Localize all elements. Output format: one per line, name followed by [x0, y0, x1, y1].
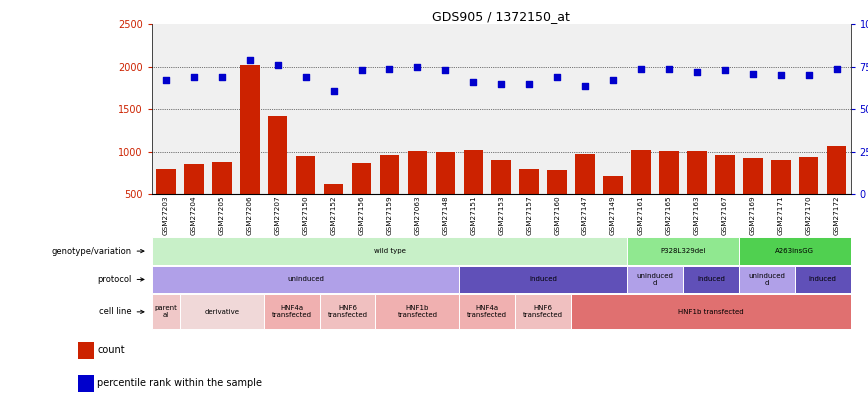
- Bar: [436, 152, 455, 194]
- Bar: [659, 151, 679, 194]
- Bar: [571, 294, 851, 329]
- Point: [438, 67, 452, 73]
- Bar: [739, 237, 851, 265]
- Bar: [376, 294, 459, 329]
- Bar: [795, 266, 851, 293]
- Bar: [264, 294, 319, 329]
- Bar: [459, 294, 516, 329]
- Bar: [627, 237, 739, 265]
- Bar: [631, 150, 651, 194]
- Text: genotype/variation: genotype/variation: [51, 247, 131, 256]
- Text: uninduced: uninduced: [287, 277, 324, 282]
- Point: [466, 79, 480, 85]
- Point: [187, 74, 201, 80]
- Text: HNF1b transfected: HNF1b transfected: [678, 309, 744, 315]
- Bar: [575, 153, 595, 194]
- Point: [690, 69, 704, 75]
- Point: [606, 77, 620, 84]
- Text: HNF4a
transfected: HNF4a transfected: [467, 305, 507, 318]
- Point: [299, 74, 312, 80]
- Text: count: count: [97, 345, 125, 355]
- Bar: [408, 151, 427, 194]
- Bar: [296, 156, 315, 194]
- Point: [802, 72, 816, 79]
- Bar: [743, 158, 763, 194]
- Bar: [352, 163, 372, 194]
- Text: A263insGG: A263insGG: [775, 248, 814, 254]
- Bar: [379, 155, 399, 194]
- Bar: [78, 342, 94, 358]
- Text: P328L329del: P328L329del: [661, 248, 706, 254]
- Point: [774, 72, 788, 79]
- Text: uninduced
d: uninduced d: [748, 273, 786, 286]
- Text: derivative: derivative: [204, 309, 240, 315]
- Bar: [464, 150, 483, 194]
- Bar: [739, 266, 795, 293]
- Text: HNF4a
transfected: HNF4a transfected: [272, 305, 312, 318]
- Bar: [715, 155, 734, 194]
- Point: [830, 65, 844, 72]
- Bar: [152, 266, 459, 293]
- Point: [243, 57, 257, 63]
- Bar: [180, 294, 264, 329]
- Text: wild type: wild type: [373, 248, 405, 254]
- Point: [495, 81, 509, 87]
- Text: cell line: cell line: [99, 307, 131, 316]
- Bar: [152, 237, 627, 265]
- Bar: [78, 375, 94, 392]
- Bar: [184, 164, 204, 194]
- Point: [746, 70, 760, 77]
- Bar: [799, 157, 819, 194]
- Point: [354, 67, 368, 73]
- Bar: [240, 65, 260, 194]
- Point: [634, 65, 648, 72]
- Text: parent
al: parent al: [155, 305, 177, 318]
- Bar: [156, 169, 175, 194]
- Bar: [268, 116, 287, 194]
- Bar: [459, 266, 627, 293]
- Point: [214, 74, 228, 80]
- Text: uninduced
d: uninduced d: [636, 273, 674, 286]
- Point: [550, 74, 564, 80]
- Bar: [603, 176, 623, 194]
- Text: induced: induced: [529, 277, 557, 282]
- Point: [326, 87, 340, 94]
- Text: protocol: protocol: [97, 275, 131, 284]
- Bar: [519, 169, 539, 194]
- Text: HNF6
transfected: HNF6 transfected: [327, 305, 367, 318]
- Bar: [319, 294, 376, 329]
- Text: HNF1b
transfected: HNF1b transfected: [398, 305, 437, 318]
- Point: [159, 77, 173, 84]
- Bar: [516, 294, 571, 329]
- Text: induced: induced: [697, 277, 725, 282]
- Point: [662, 65, 676, 72]
- Bar: [683, 266, 739, 293]
- Bar: [152, 294, 180, 329]
- Text: induced: induced: [809, 277, 837, 282]
- Bar: [491, 160, 511, 194]
- Bar: [324, 184, 344, 194]
- Point: [383, 65, 397, 72]
- Text: percentile rank within the sample: percentile rank within the sample: [97, 378, 262, 388]
- Title: GDS905 / 1372150_at: GDS905 / 1372150_at: [432, 10, 570, 23]
- Bar: [687, 151, 707, 194]
- Bar: [827, 146, 846, 194]
- Bar: [771, 160, 791, 194]
- Point: [271, 62, 285, 68]
- Text: HNF6
transfected: HNF6 transfected: [523, 305, 563, 318]
- Bar: [212, 162, 232, 194]
- Point: [578, 82, 592, 89]
- Bar: [548, 170, 567, 194]
- Point: [411, 64, 424, 70]
- Point: [718, 67, 732, 73]
- Point: [523, 81, 536, 87]
- Bar: [627, 266, 683, 293]
